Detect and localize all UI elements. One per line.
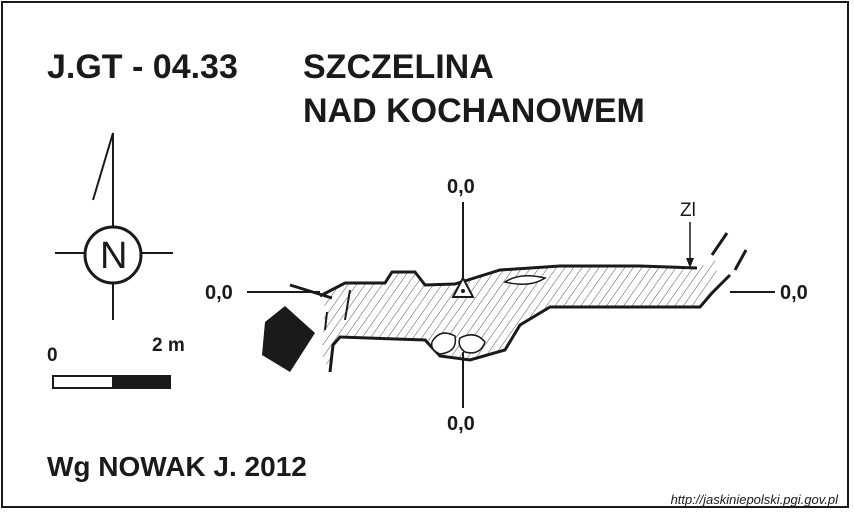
author-credit: Wg NOWAK J. 2012 bbox=[47, 451, 307, 482]
zl-pointer bbox=[686, 222, 694, 268]
datum-label-left: 0,0 bbox=[205, 282, 233, 304]
zl-label: Zl bbox=[680, 200, 696, 221]
survey-station-icon bbox=[451, 275, 475, 298]
cave-passage bbox=[289, 232, 748, 373]
scale-end-label: 2 m bbox=[152, 335, 185, 356]
cave-title-line-1: SZCZELINA bbox=[303, 48, 494, 86]
entrance-arrow-icon bbox=[262, 306, 315, 372]
north-arrow-icon bbox=[55, 132, 173, 320]
source-url-link[interactable]: http://jaskiniepolski.pgi.gov.pl bbox=[670, 492, 838, 507]
cave-code: J.GT - 04.33 bbox=[47, 48, 238, 86]
datum-label-bottom: 0,0 bbox=[447, 413, 475, 435]
scale-start-label: 0 bbox=[47, 345, 58, 366]
compass-label: N bbox=[100, 235, 128, 277]
datum-label-top: 0,0 bbox=[447, 176, 475, 198]
datum-label-right: 0,0 bbox=[780, 282, 808, 304]
scale-bar bbox=[52, 375, 171, 389]
cave-title-line-2: NAD KOCHANOWEM bbox=[303, 92, 645, 130]
